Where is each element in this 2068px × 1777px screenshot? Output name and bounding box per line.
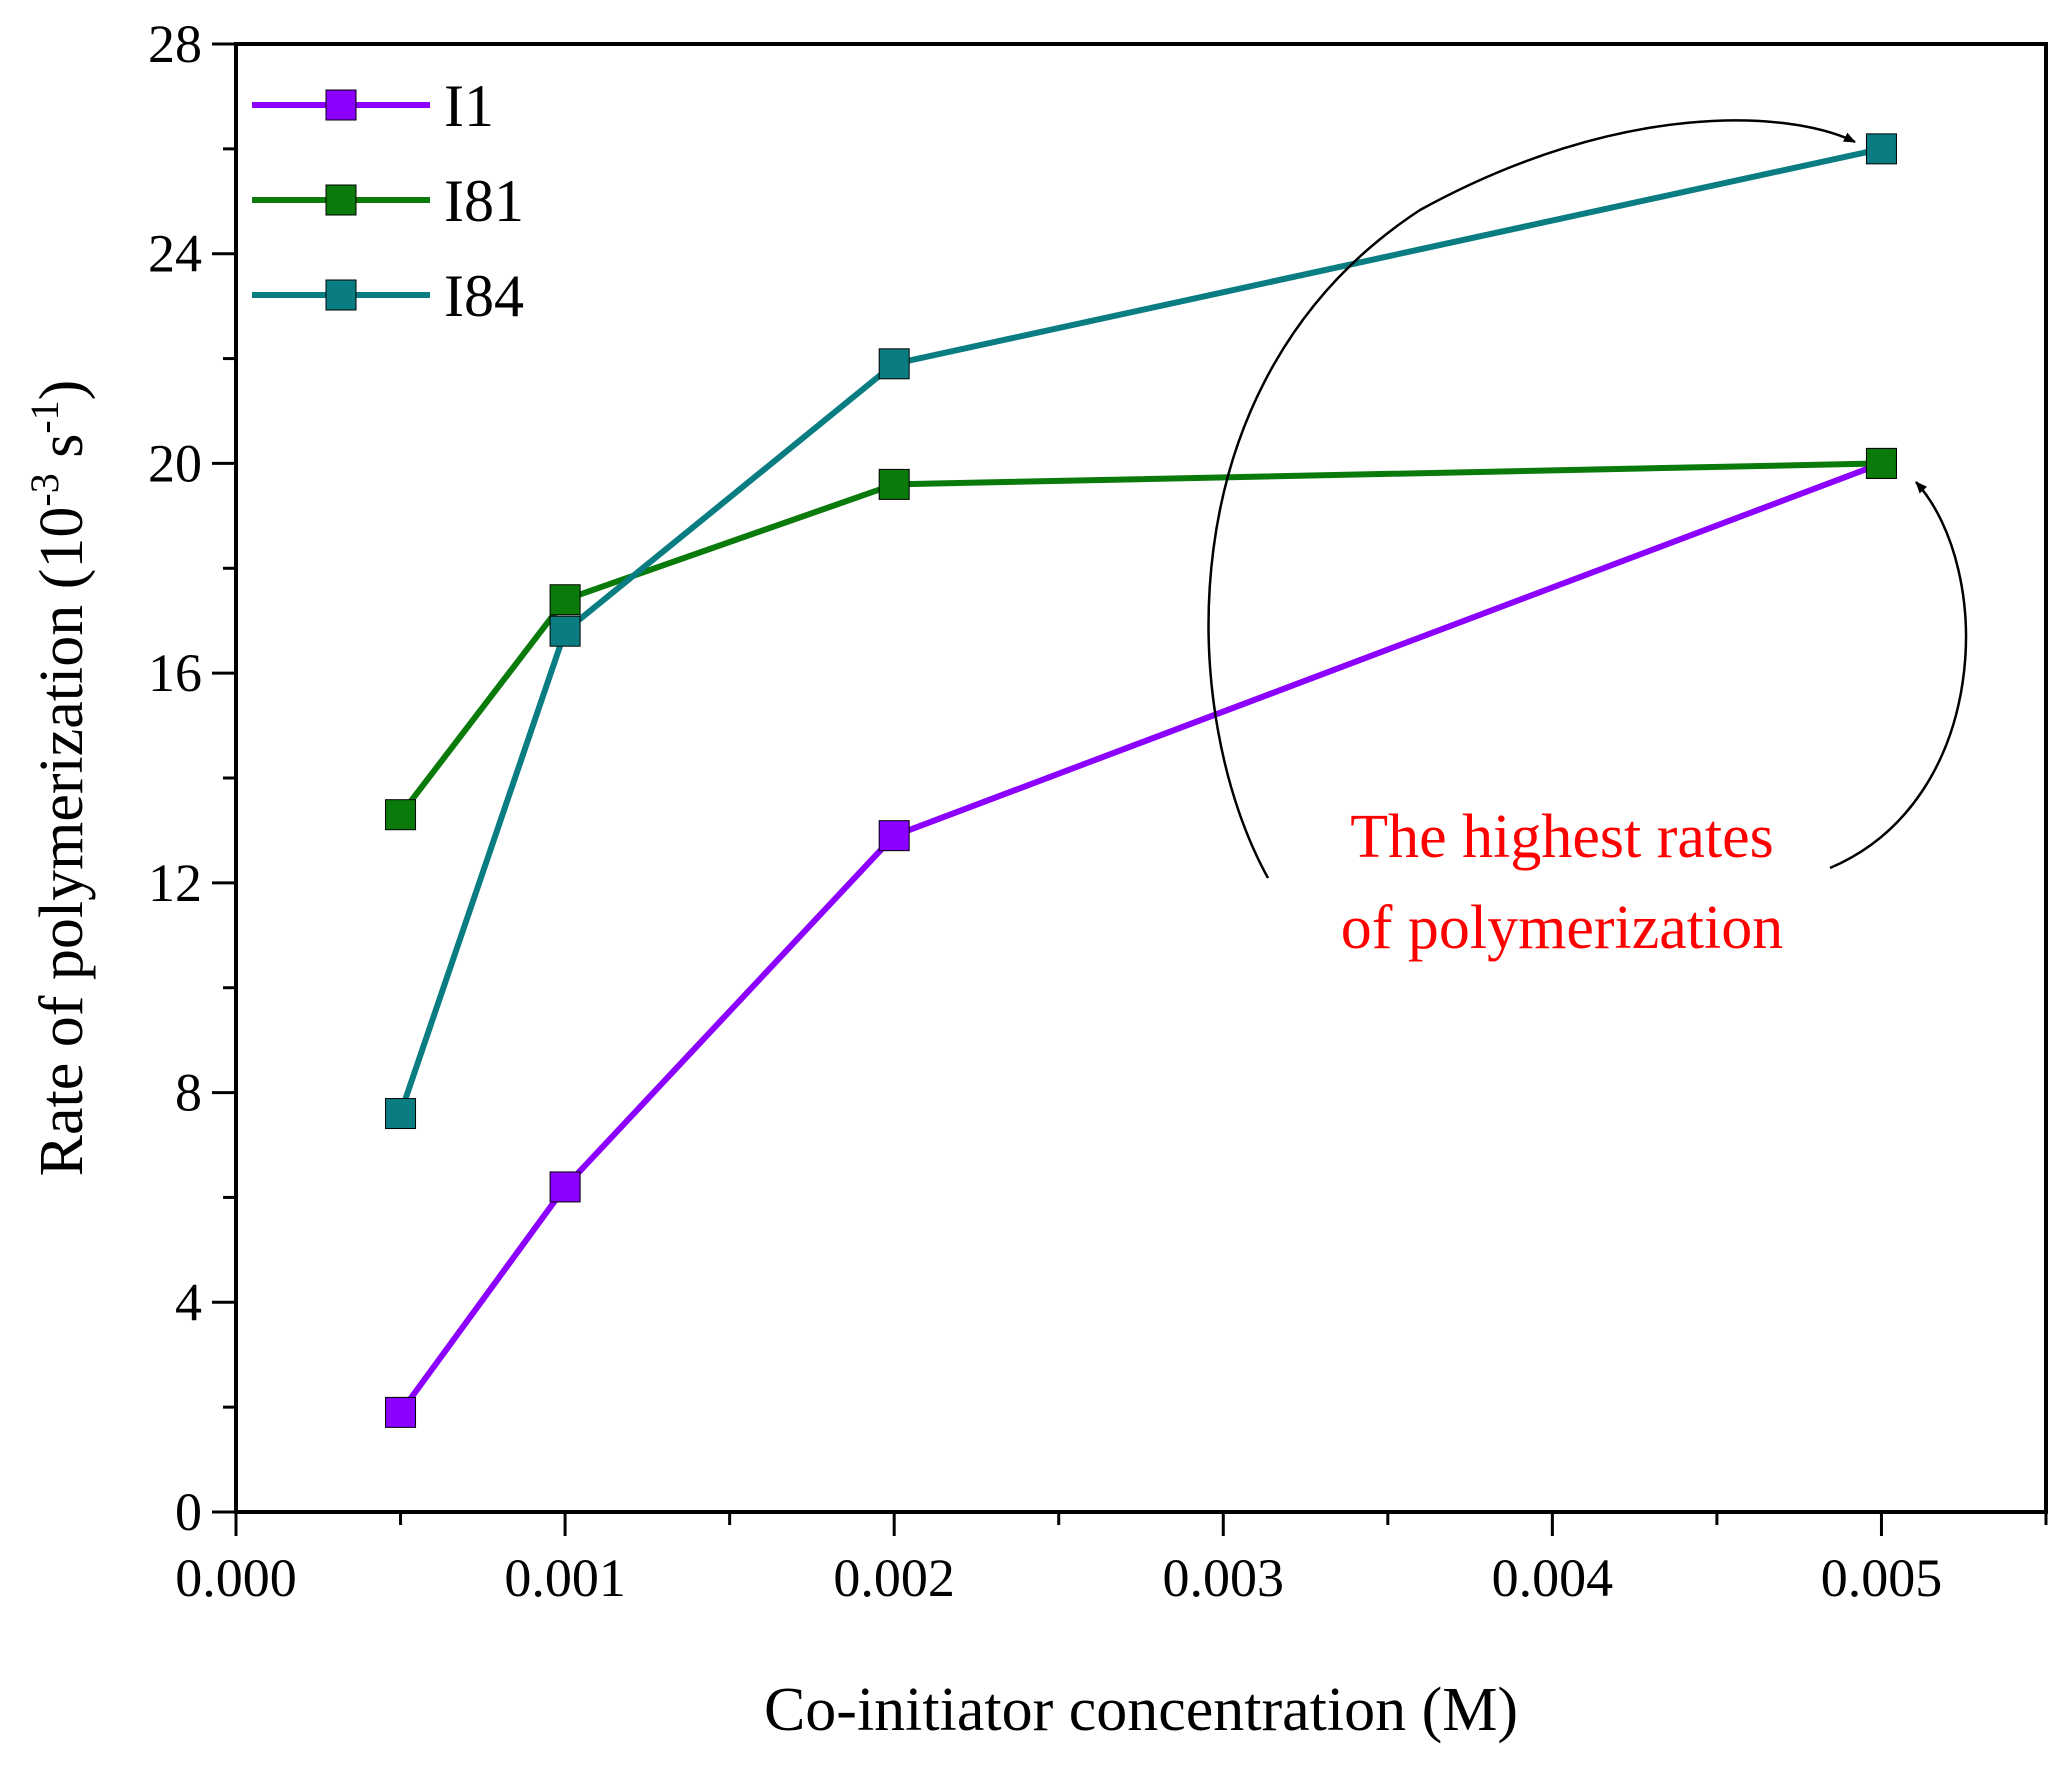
legend-label: I1 — [444, 73, 494, 139]
x-axis-title: Co-initiator concentration (M) — [764, 1676, 1518, 1744]
y-tick-label: 8 — [175, 1063, 202, 1123]
y-tick-label: 24 — [148, 224, 202, 284]
series-i1 — [385, 447, 1897, 1428]
legend-item-i84: I84 — [252, 263, 524, 329]
y-tick-label: 20 — [148, 433, 202, 493]
legend-item-i81: I81 — [252, 168, 524, 234]
y-axis-title-end: ) — [28, 380, 96, 401]
plot-frame — [234, 42, 2048, 1514]
x-tick-label: 0.000 — [175, 1548, 297, 1608]
annotation-arrow-lower — [1829, 481, 1968, 870]
y-tick-label: 4 — [175, 1272, 202, 1332]
series-layer — [385, 133, 1897, 1428]
legend-label: I81 — [444, 168, 524, 234]
series-line-i84 — [397, 145, 1883, 1115]
data-point-i84 — [385, 1098, 417, 1130]
y-tick-label: 28 — [148, 14, 202, 74]
x-tick-labels: 0.000 0.001 0.002 0.003 0.004 0.005 — [175, 1548, 1942, 1608]
x-tick-label: 0.001 — [504, 1548, 626, 1608]
tick-marks — [212, 42, 2048, 1536]
data-point-i84 — [549, 615, 581, 647]
data-point-i84 — [878, 348, 910, 380]
y-tick-label: 16 — [148, 643, 202, 703]
data-point-i1 — [385, 1396, 417, 1428]
legend-item-i1: I1 — [252, 73, 494, 139]
annotation-text-line-1: The highest rates — [1350, 803, 1774, 871]
legend-swatch-marker — [325, 89, 357, 121]
annotation-text-line-2: of polymerization — [1341, 894, 1783, 962]
data-point-i81 — [549, 584, 581, 616]
legend: I1 I81 I84 — [252, 73, 524, 329]
y-axis-title-exp2: -1 — [22, 400, 67, 433]
data-point-i84 — [1865, 133, 1897, 165]
annotation-arrow-upper — [1207, 119, 1856, 879]
series-line-i1 — [398, 460, 1883, 1415]
series-i84 — [385, 133, 1897, 1130]
y-axis-title-main: Rate of polymerization (10 — [28, 507, 96, 1177]
y-axis-title-exp1: -3 — [22, 473, 67, 506]
data-point-i81 — [1865, 447, 1897, 479]
data-point-i81 — [385, 799, 417, 831]
data-point-i81 — [878, 468, 910, 500]
y-tick-labels: 0 4 8 12 16 20 24 28 — [148, 14, 202, 1542]
y-axis-title-mid: s — [28, 434, 96, 474]
x-tick-label: 0.005 — [1821, 1548, 1943, 1608]
y-axis-title: Rate of polymerization (10-3 s-1) — [22, 380, 96, 1177]
data-point-i1 — [878, 820, 910, 852]
y-tick-label: 12 — [148, 853, 202, 913]
series-i81 — [385, 447, 1897, 831]
legend-swatch-marker — [325, 184, 357, 216]
x-tick-label: 0.002 — [833, 1548, 955, 1608]
annotation: The highest rates of polymerization — [1207, 119, 1968, 962]
data-point-i1 — [549, 1171, 581, 1203]
series-line-i81 — [398, 460, 1882, 817]
legend-swatch-marker — [325, 279, 357, 311]
legend-label: I84 — [444, 263, 524, 329]
x-tick-label: 0.003 — [1163, 1548, 1285, 1608]
x-tick-label: 0.004 — [1492, 1548, 1614, 1608]
y-tick-label: 0 — [175, 1482, 202, 1542]
